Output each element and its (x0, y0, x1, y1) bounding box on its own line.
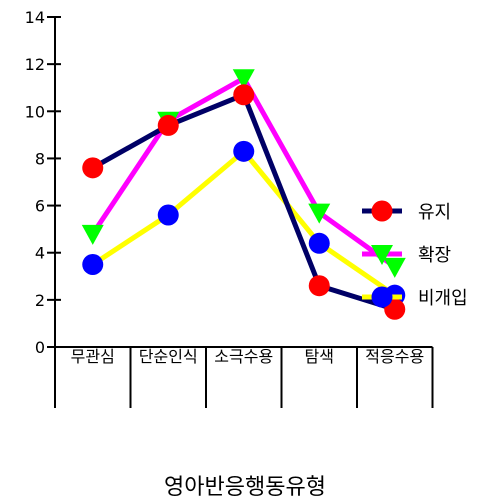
point-유지-단순인식 (157, 114, 179, 136)
x-axis-label: 영아반응행동유형 (164, 475, 326, 500)
legend-label-확장: 확장 (418, 245, 451, 266)
x-tick-label-단순인식: 단순인식 (139, 347, 198, 366)
point-확장-소극수용 (232, 69, 255, 90)
legend-label-유지: 유지 (418, 202, 451, 223)
y-tick-label-10: 10 (25, 102, 45, 121)
point-비개입-소극수용 (233, 140, 255, 162)
series-line-비개입 (91, 148, 397, 298)
point-유지-무관심 (82, 157, 104, 179)
x-tick-label-소극수용: 소극수용 (214, 347, 273, 366)
point-확장-탐색 (308, 203, 331, 224)
legend-marker-유지 (371, 200, 393, 222)
point-확장-적응수용 (383, 257, 406, 278)
y-tick-label-2: 2 (35, 291, 45, 310)
legend-marker-확장 (371, 245, 393, 265)
point-유지-소극수용 (233, 84, 255, 106)
series-비개입 (82, 140, 406, 306)
y-tick-label-4: 4 (35, 244, 45, 263)
y-tick-label-12: 12 (25, 55, 45, 74)
series-유지 (82, 84, 406, 320)
point-비개입-단순인식 (157, 204, 179, 226)
series-line-확장 (90, 75, 397, 269)
y-tick-label-0: 0 (35, 338, 45, 357)
point-비개입-탐색 (308, 232, 330, 254)
y-tick-label-8: 8 (35, 149, 45, 168)
point-비개입-무관심 (82, 254, 104, 275)
legend-marker-비개입 (371, 286, 393, 308)
y-tick-label-6: 6 (35, 197, 45, 216)
point-유지-탐색 (308, 275, 330, 297)
x-tick-label-무관심: 무관심 (71, 347, 115, 366)
y-tick-label-14: 14 (25, 8, 45, 27)
x-tick-label-탐색: 탐색 (305, 347, 334, 366)
x-tick-label-적응수용: 적응수용 (365, 347, 424, 366)
axes: 0 2 4 6 8 10 12 14 무관심 단순인식 소극수용 탐색 적응수용 (25, 8, 434, 408)
legend-label-비개입: 비개입 (418, 288, 468, 309)
series-layer (81, 69, 406, 320)
series-line-유지 (91, 92, 396, 312)
point-확장-무관심 (81, 224, 104, 245)
